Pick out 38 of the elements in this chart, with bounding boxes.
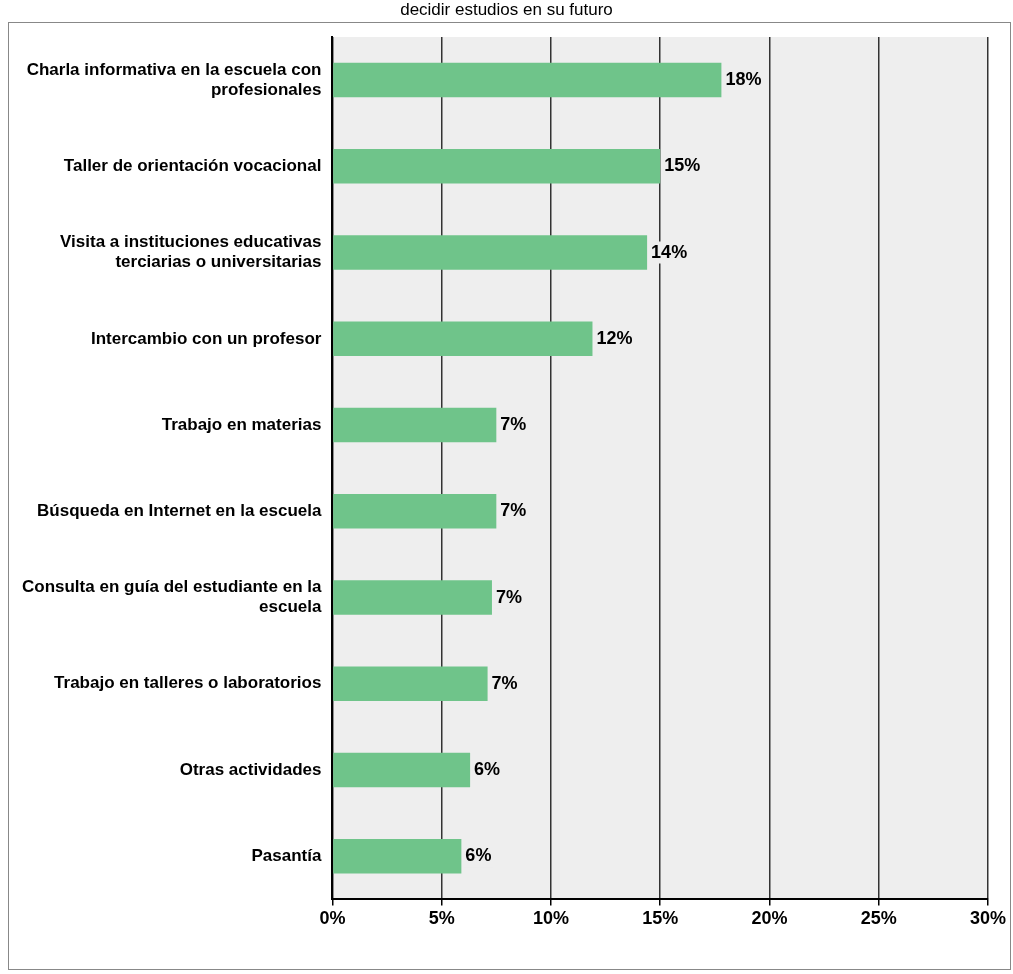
y-tick-label: Visita a instituciones educativas terciarias o universitarias [60, 232, 322, 272]
bar [333, 839, 462, 874]
bar [333, 62, 722, 98]
x-tick-label: 25% [860, 908, 897, 929]
bar [333, 580, 492, 615]
y-tick-label: Intercambio con un profesor [90, 328, 322, 348]
data-label: 15% [664, 155, 701, 176]
data-label: 12% [596, 327, 633, 348]
y-tick-label: Trabajo en talleres o laboratorios [54, 673, 322, 693]
chart-title: decidir estudios en su futuro [399, 0, 614, 20]
x-tick-label: 5% [428, 908, 455, 929]
x-tick-label: 10% [532, 908, 569, 929]
y-tick-label: Búsqueda en Internet en la escuela [37, 501, 322, 521]
y-tick-label: Pasantía [251, 845, 322, 865]
y-tick-label: Charla informativa en la escuela con profesionales [26, 59, 322, 100]
data-label: 14% [651, 241, 688, 262]
data-label: 18% [725, 69, 762, 90]
y-tick-label: Consulta en guía del estudiante en la escuela [21, 577, 322, 617]
y-tick-label: Trabajo en materias [161, 414, 322, 434]
data-label: 7% [500, 414, 527, 435]
data-label: 6% [465, 845, 492, 866]
data-label: 6% [474, 759, 501, 780]
x-tick-label: 0% [319, 908, 346, 929]
bar [333, 752, 471, 788]
data-label: 7% [491, 672, 518, 693]
bar [333, 149, 661, 184]
data-label: 7% [500, 500, 527, 521]
x-tick-label: 30% [969, 908, 1006, 929]
bar [333, 407, 497, 443]
bar [333, 235, 648, 270]
bar [333, 321, 593, 357]
bar [333, 494, 497, 529]
data-label: 7% [495, 586, 522, 607]
y-tick-label: Taller de orientación vocacional [63, 156, 322, 176]
x-tick-label: 20% [751, 908, 788, 929]
x-tick-label: 15% [642, 908, 679, 929]
y-tick-label: Otras actividades [179, 759, 322, 779]
bar [333, 666, 488, 702]
